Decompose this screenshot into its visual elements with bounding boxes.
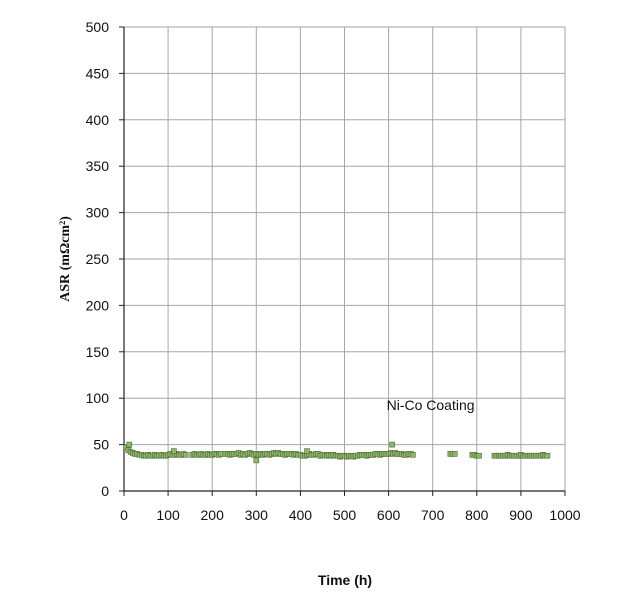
data-series — [123, 441, 551, 464]
x-tick-label: 300 — [245, 507, 269, 523]
data-point — [410, 452, 416, 458]
x-tick-label: 0 — [120, 507, 128, 523]
data-point — [126, 441, 133, 448]
x-tick-label: 500 — [333, 507, 357, 523]
annotation-label: Ni-Co Coating — [387, 397, 475, 413]
y-tick-label: 500 — [86, 19, 110, 35]
y-axis-title: ASR (mΩcm²) — [58, 216, 73, 302]
x-tick-label: 1000 — [549, 507, 580, 523]
axes — [119, 26, 566, 496]
data-point — [304, 448, 310, 454]
data-point — [544, 452, 551, 459]
y-tick-label: 50 — [93, 437, 109, 453]
data-point — [171, 448, 177, 454]
y-tick-label: 250 — [86, 251, 110, 267]
y-tick-label: 300 — [86, 205, 110, 221]
data-point — [253, 457, 260, 464]
data-point — [389, 441, 395, 448]
data-point — [451, 451, 458, 457]
y-tick-label: 350 — [86, 158, 110, 174]
x-axis-title: Time (h) — [318, 572, 372, 588]
y-tick-label: 400 — [86, 112, 110, 128]
x-tick-label: 700 — [421, 507, 445, 523]
x-tick-label: 100 — [156, 507, 180, 523]
data-point — [476, 452, 482, 459]
x-tick-label: 200 — [201, 507, 225, 523]
x-tick-label: 600 — [377, 507, 401, 523]
y-tick-label: 100 — [86, 390, 110, 406]
y-tick-label: 150 — [86, 344, 110, 360]
tick-labels: 0 50 100 150 200 250 300 350 400 450 500 0 100 200 300… — [86, 19, 581, 523]
gridlines — [124, 26, 566, 491]
y-tick-label: 0 — [101, 483, 109, 499]
y-tick-label: 200 — [86, 297, 110, 313]
x-tick-label: 800 — [465, 507, 489, 523]
y-tick-label: 450 — [86, 65, 110, 81]
data-point — [182, 452, 189, 458]
x-tick-label: 900 — [509, 507, 533, 523]
x-tick-label: 400 — [289, 507, 313, 523]
